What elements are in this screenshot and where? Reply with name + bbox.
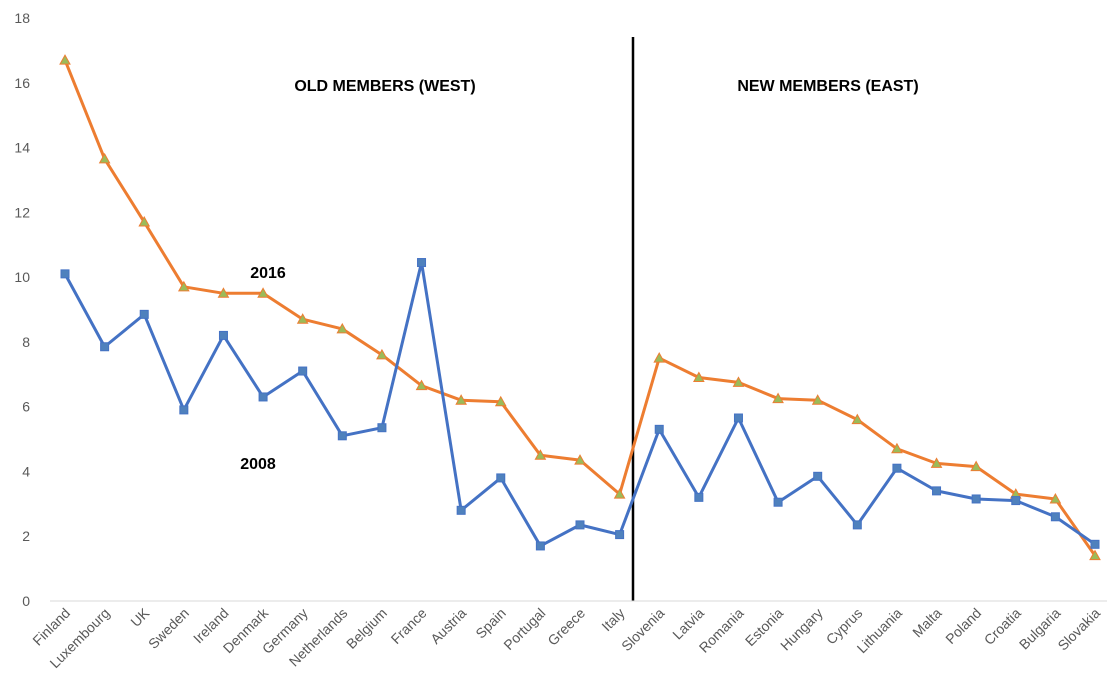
marker — [534, 449, 547, 460]
marker — [733, 413, 743, 423]
marker — [177, 280, 190, 292]
marker — [179, 405, 189, 415]
marker — [100, 342, 110, 352]
marker — [455, 394, 468, 405]
annotation: OLD MEMBERS (WEST) — [294, 78, 475, 95]
marker — [971, 494, 981, 504]
y-tick-label: 4 — [22, 463, 30, 479]
marker — [732, 376, 745, 387]
marker — [813, 471, 823, 481]
x-tick-label: Austria — [427, 605, 469, 647]
x-tick-label: Malta — [909, 605, 945, 641]
y-tick-label: 14 — [14, 140, 30, 156]
marker — [932, 486, 942, 496]
x-tick-label: Hungary — [777, 605, 826, 654]
x-tick-label: France — [388, 605, 430, 647]
x-tick-label: Spain — [472, 605, 509, 642]
marker — [613, 488, 626, 499]
marker — [811, 394, 824, 405]
x-tick-label: Slovenia — [618, 605, 667, 654]
marker — [653, 352, 666, 363]
y-tick-label: 16 — [14, 75, 30, 91]
x-tick-label: Poland — [942, 605, 984, 647]
y-tick-label: 10 — [14, 269, 30, 285]
y-tick-label: 6 — [22, 399, 30, 415]
marker — [139, 309, 149, 319]
x-tick-label: Latvia — [669, 605, 707, 643]
marker — [257, 287, 269, 298]
marker — [98, 152, 111, 164]
marker — [337, 431, 347, 441]
marker — [1011, 496, 1021, 506]
series-line — [63, 59, 1097, 557]
y-tick-label: 2 — [22, 528, 30, 544]
marker — [494, 395, 507, 407]
x-tick-label: Slovakia — [1054, 605, 1103, 654]
marker — [417, 258, 427, 268]
marker — [456, 505, 466, 515]
marker — [296, 313, 309, 324]
marker — [217, 287, 230, 298]
marker — [59, 54, 71, 65]
series-line — [63, 261, 1096, 548]
x-tick-label: Greece — [544, 605, 588, 649]
marker — [892, 463, 902, 473]
marker — [60, 269, 70, 279]
marker — [772, 392, 784, 404]
marker — [377, 423, 387, 433]
marker — [574, 454, 586, 465]
marker — [773, 497, 783, 507]
x-tick-label: Romania — [696, 605, 747, 656]
marker — [1049, 492, 1062, 504]
x-tick-label: Italy — [598, 605, 627, 634]
series-label: 2016 — [250, 265, 286, 282]
marker — [851, 413, 864, 425]
marker — [930, 457, 943, 468]
marker — [615, 530, 625, 540]
marker — [852, 520, 862, 530]
y-tick-label: 0 — [22, 593, 30, 609]
marker — [575, 520, 585, 530]
marker — [376, 348, 388, 360]
marker — [415, 379, 428, 391]
marker — [258, 392, 268, 402]
marker — [654, 424, 664, 434]
marker — [336, 322, 349, 334]
marker — [891, 442, 903, 454]
marker — [970, 460, 983, 472]
y-tick-label: 12 — [14, 204, 30, 220]
marker — [298, 366, 308, 376]
annotation: NEW MEMBERS (EAST) — [737, 78, 918, 95]
marker — [138, 216, 151, 227]
y-tick-label: 18 — [14, 10, 30, 26]
x-tick-label: Belgium — [343, 605, 390, 652]
x-tick-label: UK — [127, 604, 153, 630]
marker — [535, 541, 545, 551]
x-tick-label: Portugal — [500, 605, 548, 653]
marker — [1090, 539, 1100, 549]
marker — [496, 473, 506, 483]
marker — [218, 330, 228, 340]
x-tick-label: Sweden — [145, 605, 192, 652]
series-label: 2008 — [240, 456, 276, 473]
marker — [1050, 512, 1060, 522]
marker — [692, 371, 705, 383]
y-tick-label: 8 — [22, 334, 30, 350]
marker — [1089, 549, 1101, 561]
marker — [694, 492, 704, 502]
